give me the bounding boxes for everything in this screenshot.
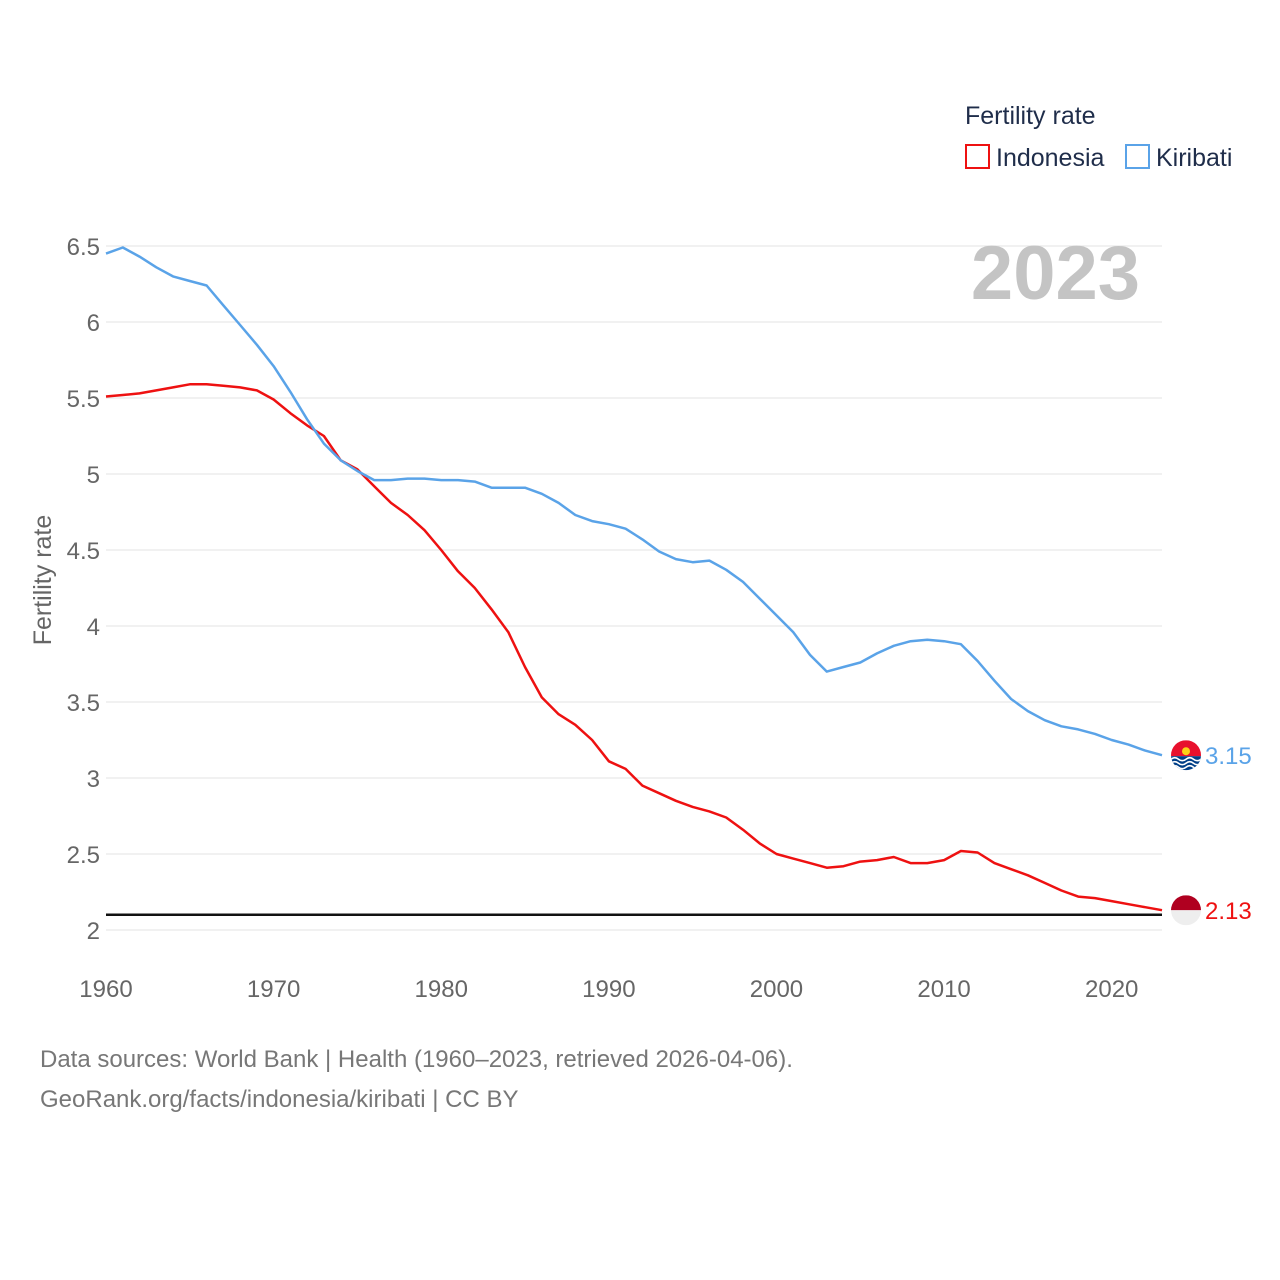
legend-label-kiribati: Kiribati (1156, 144, 1232, 172)
legend: Fertility rate Indonesia Kiribati (965, 102, 1232, 172)
legend-swatch-kiribati (1125, 144, 1150, 169)
indonesia-flag-icon (1171, 895, 1201, 926)
y-tick-label: 5 (87, 462, 100, 489)
fertility-chart: Fertility rate Indonesia Kiribati 2 2.5 3 3… (29, 102, 1252, 1003)
legend-label-indonesia: Indonesia (996, 144, 1105, 172)
x-axis-ticks: 1960 1970 1980 1990 2000 2010 2020 (79, 976, 1138, 1003)
y-tick-label: 6.5 (67, 234, 100, 261)
y-axis-ticks: 2 2.5 3 3.5 4 4.5 5 5.5 6 6.5 (67, 234, 100, 945)
y-tick-label: 2 (87, 918, 100, 945)
x-tick-label: 2010 (917, 976, 970, 1003)
y-tick-label: 3.5 (67, 690, 100, 717)
series-line-kiribati[interactable] (105, 246, 1163, 757)
end-label-indonesia: 2.13 (1205, 898, 1252, 925)
x-tick-label: 1980 (415, 976, 468, 1003)
x-tick-label: 2000 (750, 976, 803, 1003)
y-tick-label: 4.5 (67, 538, 100, 565)
x-tick-label: 1970 (247, 976, 300, 1003)
gridlines (106, 245, 1162, 931)
y-tick-label: 2.5 (67, 842, 100, 869)
legend-item-indonesia[interactable]: Indonesia (965, 144, 1105, 172)
y-tick-label: 4 (87, 614, 100, 641)
legend-title: Fertility rate (965, 102, 1096, 130)
attribution-link[interactable]: GeoRank.org/facts/indonesia/kiribati | C… (40, 1086, 519, 1113)
source-line: Data sources: World Bank | Health (1960–… (40, 1046, 793, 1073)
kiribati-flag-icon (1171, 740, 1201, 771)
x-tick-label: 1960 (79, 976, 132, 1003)
x-tick-label: 2020 (1085, 976, 1138, 1003)
x-tick-label: 1990 (582, 976, 635, 1003)
legend-swatch-indonesia (965, 144, 990, 169)
data-source-note: Data sources: World Bank | Health (1960–… (40, 1040, 793, 1120)
y-tick-label: 5.5 (67, 386, 100, 413)
y-tick-label: 6 (87, 310, 100, 337)
y-axis-title: Fertility rate (29, 515, 57, 646)
end-label-kiribati: 3.15 (1205, 743, 1252, 770)
series-line-indonesia[interactable] (105, 383, 1163, 912)
series-lines (105, 246, 1163, 912)
legend-item-kiribati[interactable]: Kiribati (1125, 144, 1232, 172)
year-stamp: 2023 (971, 231, 1140, 316)
y-tick-label: 3 (87, 766, 100, 793)
